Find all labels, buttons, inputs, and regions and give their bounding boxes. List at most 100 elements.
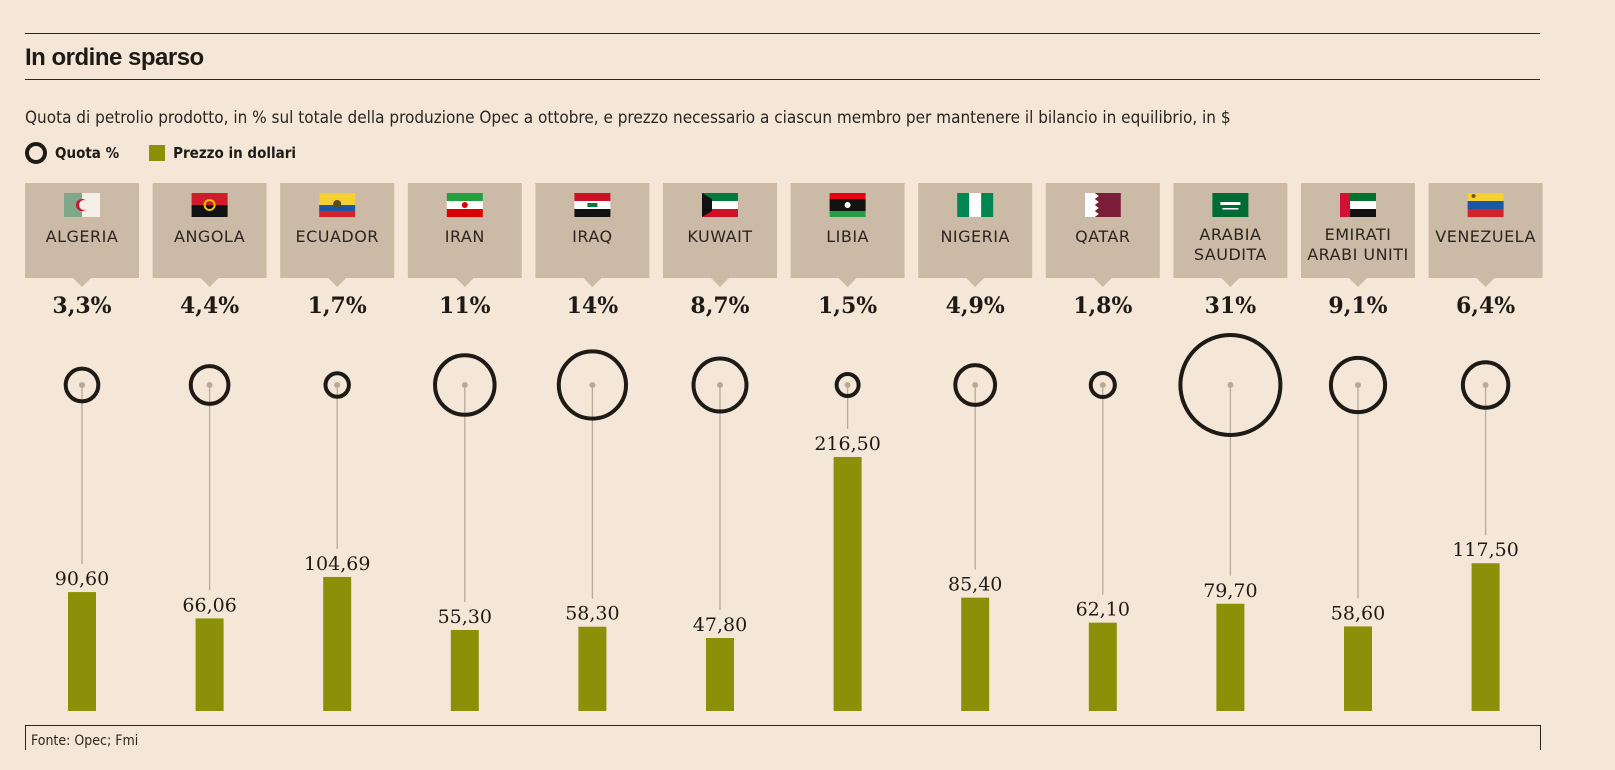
share-circle [834, 372, 861, 398]
country-box-pointer [455, 278, 474, 287]
price-label: 117,50 [1452, 539, 1518, 561]
circle-center-dot [1227, 382, 1234, 388]
flag-part [1467, 193, 1504, 201]
share-label: 1,8% [1073, 293, 1132, 319]
share-label: 1,5% [818, 293, 877, 319]
flag-part [702, 201, 738, 209]
footer-right-rule [1540, 725, 1541, 750]
ecuador-flag-icon [319, 193, 356, 217]
legend-label-prezzo: Prezzo in dollari [173, 144, 296, 162]
price-label: 47,80 [693, 614, 747, 636]
share-label: 11% [439, 293, 491, 319]
country-name: ANGOLA [174, 227, 245, 246]
country-box-pointer [73, 278, 91, 287]
flag-part [82, 193, 100, 217]
country-column-libia: LIBIA 1,5% 216,50 [790, 183, 905, 711]
price-label: 58,30 [565, 603, 619, 625]
country-box-pointer [1093, 278, 1112, 287]
flag-part [957, 193, 970, 217]
share-label: 4,9% [946, 293, 1005, 319]
uae-flag-icon [1340, 193, 1376, 217]
price-label: 62,10 [1076, 599, 1130, 621]
libya-flag-icon [829, 193, 866, 217]
country-column-iran: IRAN 11% 55,30 [407, 183, 522, 711]
flag-part [1220, 202, 1241, 205]
flag-part [829, 211, 866, 217]
country-column-ecuador: ECUADOR 1,7% 104,69 [280, 183, 395, 711]
flag-part [319, 193, 356, 205]
circle-center-dot [79, 382, 85, 388]
circle-center-dot [206, 382, 213, 388]
flag-part [446, 193, 483, 201]
country-name: VENEZUELA [1435, 227, 1536, 246]
country-box-pointer [1349, 278, 1367, 287]
price-label: 58,60 [1331, 602, 1385, 624]
circle-center-dot [334, 382, 341, 388]
country-column-algeria: ALGERIA 3,3% 90,60 [25, 183, 139, 711]
flag-part [64, 193, 82, 217]
country-box-pointer [200, 278, 219, 287]
algeria-flag-icon [64, 193, 100, 217]
flag-part [1340, 193, 1350, 217]
country-column-iraq: IRAQ 14% 58,30 [535, 183, 650, 711]
share-circle [556, 349, 629, 421]
price-label: 85,40 [948, 574, 1002, 596]
flag-part [702, 209, 738, 217]
price-bar [706, 638, 734, 711]
share-circle [63, 366, 101, 404]
share-circle [1328, 355, 1388, 415]
title-rule [25, 79, 1540, 80]
share-circle [433, 353, 497, 417]
country-box-pointer [966, 278, 985, 287]
flag-part [203, 199, 216, 211]
country-box-pointer [583, 278, 602, 287]
footer-left-rule [25, 725, 26, 750]
country-box-pointer [1476, 278, 1495, 287]
price-label: 216,50 [814, 433, 880, 455]
price-bar [450, 629, 479, 711]
flag-part [1340, 209, 1376, 217]
share-label: 14% [567, 293, 619, 319]
flag-part [1467, 209, 1504, 217]
country-box-pointer [838, 278, 857, 287]
share-circle [691, 356, 749, 414]
country-name: EMIRATI ARABI UNITI [1307, 225, 1409, 264]
flag-part [1467, 201, 1504, 209]
legend: Quota % Prezzo in dollari [25, 142, 296, 164]
flag-part [702, 193, 738, 201]
price-label: 104,69 [304, 553, 370, 575]
price-bar [833, 456, 862, 711]
chart-title: In ordine sparso [25, 44, 204, 71]
country-name: QATAR [1075, 227, 1130, 246]
flag-part [574, 193, 611, 201]
share-circle [323, 371, 351, 399]
country-name: ALGERIA [46, 227, 119, 246]
nigeria-flag-icon [957, 193, 994, 217]
circle-center-dot [1355, 382, 1361, 388]
country-column-arabia-saudita: ARABIA SAUDITA 31% 79,70 [1173, 183, 1288, 711]
price-bar [68, 592, 96, 711]
share-label: 6,4% [1456, 293, 1515, 319]
flag-part [702, 193, 712, 217]
circle-center-dot [844, 382, 851, 388]
iran-flag-icon [446, 193, 483, 217]
flag-part [1471, 194, 1476, 198]
flag-part [1222, 208, 1239, 210]
circle-center-dot [1482, 382, 1489, 388]
country-name: ARABIA SAUDITA [1194, 225, 1267, 264]
price-bar [1471, 563, 1500, 711]
price-bar [961, 597, 990, 711]
share-label: 31% [1205, 293, 1257, 319]
country-name: ECUADOR [295, 227, 378, 246]
country-column-angola: ANGOLA 4,4% 66,06 [152, 183, 267, 711]
country-box-pointer [1221, 278, 1240, 287]
chart-subtitle: Quota di petrolio prodotto, in % sul tot… [25, 108, 1231, 128]
country-name: IRAQ [572, 227, 612, 246]
flag-part [587, 203, 598, 207]
circle-center-dot [972, 382, 979, 388]
flag-part [333, 200, 342, 208]
price-bar [1344, 626, 1372, 711]
country-column-nigeria: NIGERIA 4,9% 85,40 [918, 183, 1033, 711]
